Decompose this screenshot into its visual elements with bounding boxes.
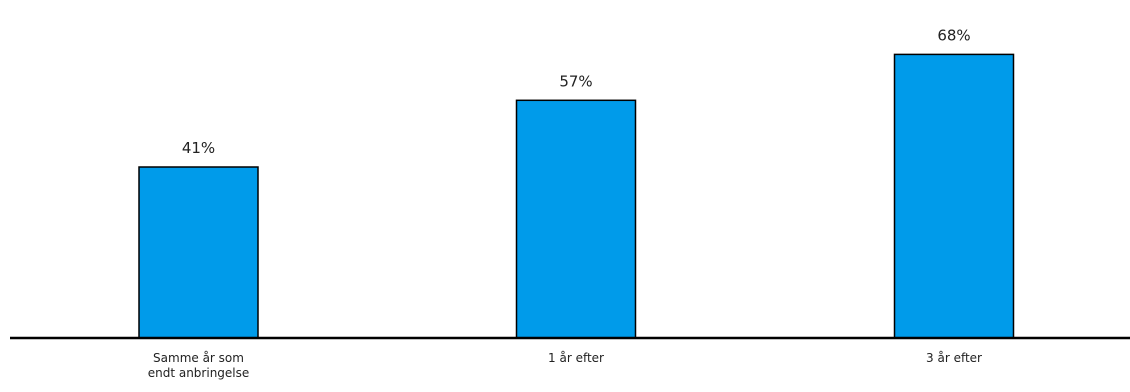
data-label-1: 41% — [182, 139, 215, 157]
data-label-2: 57% — [559, 72, 592, 90]
x-tick-label-1: Samme år som endt anbringelse — [148, 351, 250, 380]
x-tick-label-3-line-1: 3 år efter — [926, 351, 982, 365]
bars — [138, 53, 1015, 339]
bar-1 — [138, 166, 259, 339]
data-label-3: 68% — [937, 26, 970, 44]
bar-3 — [893, 53, 1015, 339]
x-tick-label-1-line-2: endt anbringelse — [148, 366, 250, 380]
x-tick-labels: Samme år som endt anbringelse 1 år efter 3 … — [148, 351, 982, 380]
data-labels: 41% 57% 68% — [182, 26, 971, 157]
bar-2 — [515, 99, 637, 339]
x-tick-label-3: 3 år efter — [926, 351, 982, 365]
x-tick-label-2-line-1: 1 år efter — [548, 351, 604, 365]
x-tick-label-1-line-1: Samme år som — [153, 351, 244, 365]
x-tick-label-2: 1 år efter — [548, 351, 604, 365]
